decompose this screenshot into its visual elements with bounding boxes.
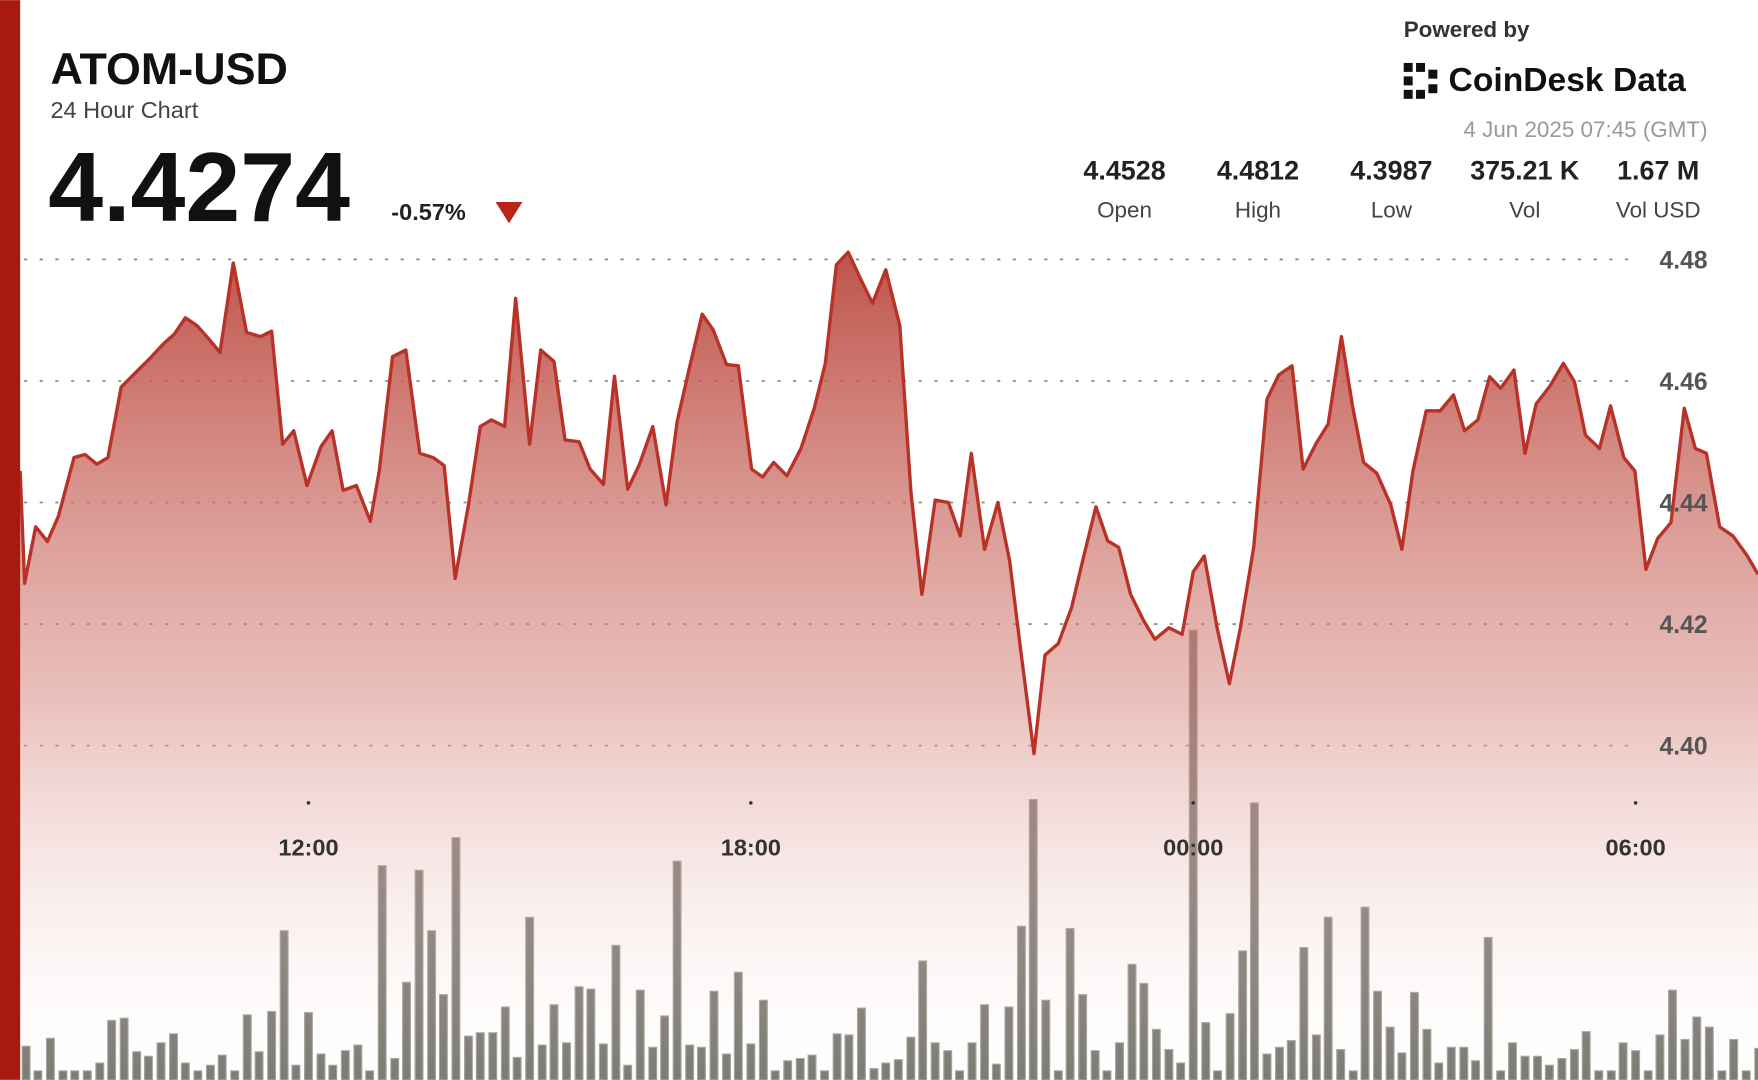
stat-label: Vol USD bbox=[1616, 198, 1701, 223]
stat-value: 4.3987 bbox=[1350, 156, 1432, 186]
x-tick-mark bbox=[1633, 801, 1638, 805]
x-tick-label: 12:00 bbox=[278, 835, 338, 861]
plot-area: 4.48 4.46 4.44 4.42 4.40 12:00 18:00 00:00 06:00 bbox=[18, 247, 1758, 1080]
stat-label: Low bbox=[1371, 198, 1413, 223]
brand-logo bbox=[1403, 62, 1438, 99]
accent-bar bbox=[0, 0, 21, 1080]
stat-label: Open bbox=[1097, 198, 1152, 223]
price-line bbox=[18, 250, 1758, 756]
x-tick-mark bbox=[306, 801, 311, 805]
x-tick-mark bbox=[1191, 801, 1196, 805]
x-tick-label: 00:00 bbox=[1163, 835, 1223, 861]
y-tick-label: 4.46 bbox=[1660, 369, 1708, 396]
subtitle: 24 Hour Chart bbox=[50, 97, 198, 123]
area-fill bbox=[20, 252, 1758, 1080]
y-tick-label: 4.44 bbox=[1660, 490, 1708, 517]
stat-label: High bbox=[1235, 198, 1281, 223]
stat-value: 4.4812 bbox=[1217, 156, 1299, 186]
timestamp: 4 Jun 2025 07:45 (GMT) bbox=[1463, 117, 1707, 142]
powered-by: Powered by bbox=[1404, 17, 1530, 42]
stat-label: Vol bbox=[1509, 198, 1540, 223]
x-tick-mark bbox=[749, 801, 753, 805]
y-tick-label: 4.48 bbox=[1660, 247, 1708, 274]
x-tick-label: 06:00 bbox=[1606, 835, 1666, 861]
axis-labels: 4.48 4.46 4.44 4.42 4.40 12:00 18:00 00:00 06:00 bbox=[278, 247, 1707, 860]
down-arrow bbox=[495, 201, 523, 224]
brand: CoinDesk Data bbox=[1449, 62, 1687, 99]
stat-value: 4.4528 bbox=[1083, 156, 1165, 186]
stat-value: 375.21 K bbox=[1470, 156, 1580, 186]
price: 4.4274 bbox=[48, 132, 350, 242]
y-tick-label: 4.40 bbox=[1660, 734, 1708, 761]
stat-value: 1.67 M bbox=[1617, 156, 1699, 186]
y-tick-label: 4.42 bbox=[1660, 612, 1708, 639]
x-tick-label: 18:00 bbox=[721, 835, 781, 861]
stats: 4.4528 Open 4.4812 High 4.3987 Low 375.21 K Vol… bbox=[1083, 156, 1700, 223]
change: -0.57% bbox=[391, 199, 466, 225]
symbol: ATOM-USD bbox=[50, 43, 287, 94]
price-area bbox=[18, 250, 1758, 1080]
